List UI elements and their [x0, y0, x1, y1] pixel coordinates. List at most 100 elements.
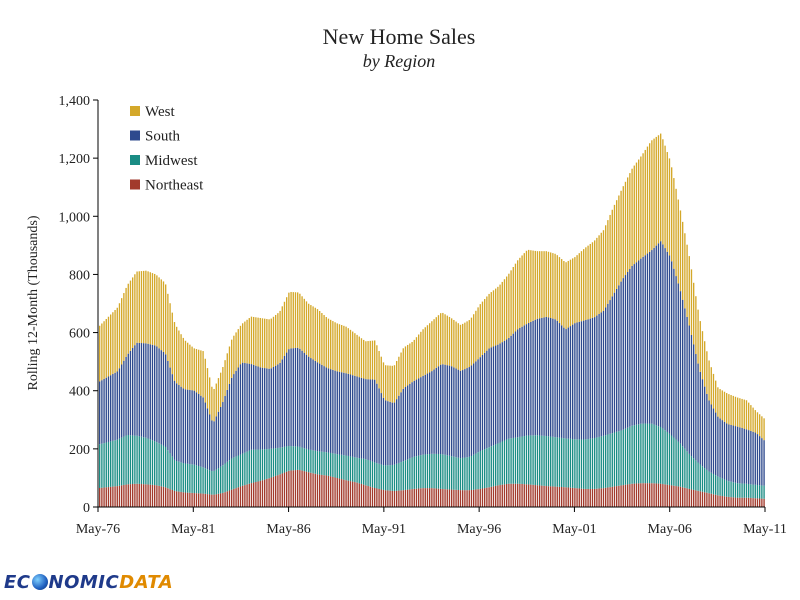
bar-south: [149, 344, 151, 440]
bar-midwest: [369, 460, 371, 487]
bar-west: [561, 259, 563, 326]
bar-west: [701, 331, 704, 380]
bar-west: [620, 190, 622, 282]
bar-midwest: [475, 453, 477, 490]
bar-northeast: [145, 484, 147, 507]
bar-midwest: [112, 440, 114, 487]
bar-midwest: [455, 457, 457, 490]
bar-west: [519, 257, 521, 328]
bar-south: [655, 245, 657, 426]
bar-south: [303, 352, 305, 449]
bar-midwest: [114, 440, 116, 487]
bar-midwest: [99, 444, 101, 488]
bar-midwest: [411, 457, 413, 490]
bar-midwest: [675, 439, 677, 487]
bar-northeast: [431, 488, 433, 507]
bar-west: [415, 337, 418, 380]
bar-northeast: [710, 493, 712, 507]
bar-northeast: [576, 488, 578, 507]
bar-midwest: [618, 431, 620, 486]
bar-midwest: [589, 438, 591, 489]
bar-northeast: [629, 484, 631, 507]
bar-south: [178, 385, 180, 462]
bar-midwest: [158, 443, 160, 486]
bar-west: [523, 253, 525, 326]
bar-northeast: [763, 498, 765, 507]
bar-south: [583, 320, 585, 440]
bar-west: [517, 260, 519, 330]
bar-midwest: [440, 454, 442, 489]
bar-south: [264, 368, 266, 450]
bar-northeast: [314, 473, 316, 507]
bar-midwest: [145, 437, 147, 485]
bar-south: [206, 408, 209, 470]
bar-midwest: [376, 463, 378, 489]
bar-midwest: [103, 443, 105, 488]
bar-south: [693, 344, 695, 459]
bar-midwest: [360, 458, 363, 484]
bar-south: [545, 316, 547, 437]
bar-west: [473, 314, 475, 364]
bar-west: [761, 416, 763, 439]
bar-midwest: [303, 448, 305, 472]
bar-west: [431, 321, 433, 372]
bar-midwest: [244, 452, 246, 486]
bar-west: [147, 271, 149, 344]
bar-west: [206, 368, 209, 409]
bar-midwest: [264, 449, 266, 480]
bar-midwest: [354, 457, 356, 483]
bar-midwest: [235, 456, 237, 489]
bar-northeast: [462, 490, 464, 507]
bar-south: [633, 264, 635, 426]
bar-northeast: [745, 497, 748, 507]
bar-west: [288, 292, 290, 350]
bar-midwest: [550, 436, 552, 487]
bar-south: [726, 423, 728, 481]
bar-west: [602, 230, 605, 311]
bar-northeast: [389, 490, 391, 507]
bar-west: [165, 284, 167, 355]
bar-west: [763, 418, 765, 441]
bar-south: [299, 348, 301, 447]
bar-west: [440, 313, 442, 365]
bar-midwest: [495, 444, 497, 486]
bar-midwest: [341, 454, 343, 480]
bar-west: [145, 270, 147, 344]
bar-west: [224, 360, 226, 396]
bar-south: [400, 392, 402, 463]
bar-midwest: [268, 448, 270, 479]
bar-northeast: [561, 486, 563, 507]
bar-northeast: [660, 483, 662, 507]
bar-northeast: [387, 490, 389, 507]
bar-midwest: [748, 483, 750, 498]
bar-west: [490, 292, 492, 348]
bar-northeast: [750, 497, 752, 507]
bar-south: [325, 367, 327, 453]
bar-midwest: [334, 453, 336, 478]
bar-west: [182, 337, 184, 389]
bar-midwest: [649, 423, 651, 484]
bar-west: [176, 326, 178, 384]
bar-northeast: [611, 486, 613, 507]
bar-northeast: [228, 490, 231, 507]
bar-west: [99, 325, 101, 382]
bar-west: [255, 317, 257, 366]
bar-northeast: [378, 488, 380, 507]
bar-west: [376, 345, 378, 384]
bar-west: [231, 339, 233, 378]
bar-northeast: [299, 470, 301, 507]
bar-south: [539, 318, 541, 436]
bar-northeast: [149, 484, 151, 507]
bar-south: [651, 250, 653, 424]
bar-south: [356, 376, 358, 458]
bar-midwest: [682, 446, 684, 488]
bar-midwest: [275, 448, 277, 476]
bar-midwest: [622, 429, 624, 486]
bar-west: [435, 317, 437, 368]
bar-midwest: [301, 447, 303, 471]
bar-west: [169, 303, 171, 368]
bar-west: [662, 139, 664, 245]
bar-west: [184, 340, 187, 390]
bar-west: [475, 310, 477, 362]
bar-south: [580, 321, 583, 440]
